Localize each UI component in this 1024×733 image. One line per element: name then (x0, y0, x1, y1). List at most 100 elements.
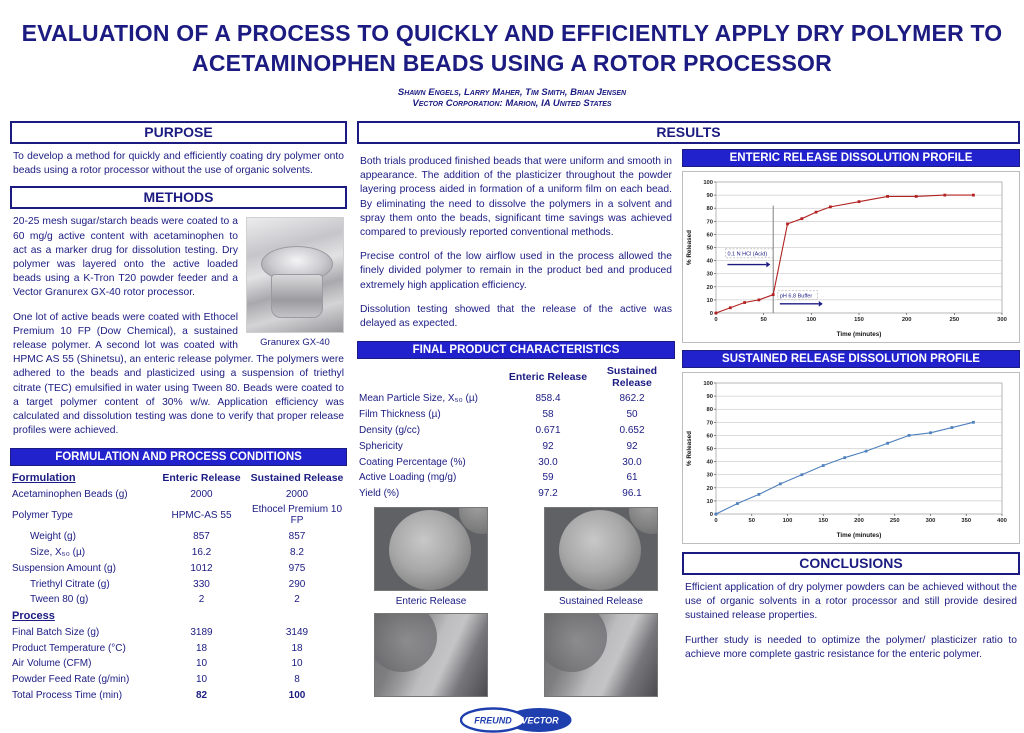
table-cell: 30.0 (538, 456, 558, 468)
sem-image-sustained-cross-section (544, 613, 658, 698)
table-cell: 975 (288, 562, 306, 574)
granurex-machine-photo (246, 217, 344, 334)
svg-text:40: 40 (707, 460, 713, 466)
svg-text:pH 6.8 Buffer: pH 6.8 Buffer (780, 293, 812, 299)
table-cell: 2000 (285, 488, 309, 500)
methods-header: METHODS (10, 186, 347, 210)
svg-text:0: 0 (710, 311, 713, 317)
table-cell: 857 (193, 531, 210, 543)
table-cell: 8 (294, 674, 300, 686)
results-paragraph-2: Precise control of the low airflow used … (360, 251, 672, 291)
poster-title-line2: ACETAMINOPHEN BEADS USING A ROTOR PROCES… (192, 50, 832, 77)
svg-text:40: 40 (707, 259, 713, 265)
sem-image-enteric-cross-section (374, 613, 488, 698)
conclusions-paragraph-2: Further study is needed to optimize the … (685, 634, 1017, 660)
svg-text:300: 300 (997, 317, 1007, 323)
svg-text:250: 250 (949, 317, 959, 323)
svg-text:90: 90 (707, 394, 713, 400)
methods-paragraph-2: One lot of active beads were coated with… (13, 311, 344, 437)
table-row: Active Loading (mg/g) 59 61 (357, 470, 675, 486)
table-row-label: Final Batch Size (g) (12, 626, 100, 638)
left-column: PURPOSE To develop a method for quickly … (10, 121, 347, 703)
table-column-header: Formulation (12, 471, 76, 484)
svg-text:60: 60 (707, 232, 713, 238)
table-column-header: Sustained Release (606, 364, 658, 389)
affiliation: Vector Corporation: Marion, IA United St… (412, 97, 612, 109)
svg-text:20: 20 (707, 285, 713, 291)
table-cell: 8.2 (290, 546, 304, 558)
table-cell: 2000 (190, 488, 213, 500)
enteric-dissolution-chart: 0 10 20 30 40 50 60 70 80 90 100 0 50 100 150 200 250 300… (686, 180, 1007, 338)
table-row: Tween 80 (g) 2 2 (10, 592, 347, 608)
logo-wrap: FREUND VECTOR (357, 707, 675, 733)
logo-text-freund: FREUND (474, 716, 512, 726)
middle-column: Both trials produced finished beads that… (357, 149, 675, 733)
table-row: Size, X₅₀ (µ) 16.2 8.2 (10, 545, 347, 561)
svg-text:60: 60 (707, 433, 713, 439)
svg-text:100: 100 (806, 317, 816, 323)
table-row: Mean Particle Size, X₅₀ (µ) 858.4 862.2 (357, 391, 675, 407)
right-column: ENTERIC RELEASE DISSOLUTION PROFILE 0 10 2… (682, 149, 1020, 733)
svg-text:150: 150 (818, 518, 828, 524)
svg-text:200: 200 (902, 317, 912, 323)
table-cell: 10 (291, 658, 303, 670)
svg-text:90: 90 (707, 193, 713, 199)
table-row: Triethyl Citrate (g) 330 290 (10, 576, 347, 592)
results-paragraph-1: Both trials produced finished beads that… (360, 156, 672, 239)
sem-label-sustained: Sustained Release (559, 596, 643, 608)
svg-text:0: 0 (710, 512, 713, 518)
svg-text:80: 80 (707, 407, 713, 413)
table-cell: 61 (626, 472, 638, 484)
table-cell: 18 (195, 642, 208, 654)
svg-text:50: 50 (707, 447, 713, 453)
table-row-label: Triethyl Citrate (g) (30, 578, 110, 590)
svg-text:250: 250 (890, 518, 900, 524)
authors: Shawn Engels, Larry Maher, Tim Smith, Br… (397, 86, 627, 98)
main-area: RESULTS Both trials produced finished be… (357, 121, 1020, 733)
svg-text:% Released: % Released (686, 230, 693, 265)
sem-row-cross-sections (357, 613, 675, 698)
table-cell: 10 (195, 674, 208, 686)
table-row-label: Yield (%) (359, 488, 400, 500)
table-cell: 330 (193, 578, 210, 590)
sem-label-enteric: Enteric Release (395, 596, 467, 608)
svg-text:150: 150 (854, 317, 864, 323)
formulation-table-header: FORMULATION AND PROCESS CONDITIONS (10, 448, 347, 467)
svg-text:400: 400 (997, 518, 1007, 524)
table-cell: 3189 (190, 626, 213, 638)
table-row-label: Total Process Time (min) (12, 690, 123, 701)
table-row-label: Sphericity (359, 440, 403, 452)
table-cell: 862.2 (619, 393, 645, 405)
table-cell: 82 (195, 690, 208, 701)
methods-text: Granurex GX-40 20-25 mesh sugar/starch b… (13, 215, 344, 438)
poster-header: EVALUATION OF A PROCESS TO QUICKLY AND E… (0, 0, 1024, 109)
sem-image-sustained-bead (544, 507, 658, 592)
table-row: Process (10, 608, 347, 625)
svg-text:30: 30 (707, 473, 713, 479)
table-column-header: Enteric Release (508, 370, 588, 383)
table-cell: 3149 (285, 626, 309, 638)
svg-text:20: 20 (707, 486, 713, 492)
conclusions-text: Efficient application of dry polymer pow… (685, 581, 1017, 662)
table-cell: 857 (288, 531, 306, 543)
table-row: Final Batch Size (g) 3189 3149 (10, 624, 347, 640)
table-row-label: Air Volume (CFM) (12, 658, 92, 670)
conclusions-header: CONCLUSIONS (682, 552, 1020, 575)
table-row: Coating Percentage (%) 30.0 30.0 (357, 454, 675, 470)
table-row: Suspension Amount (g) 1012 975 (10, 560, 347, 576)
table-cell: 16.2 (191, 546, 212, 558)
svg-text:% Released: % Released (686, 431, 693, 466)
svg-text:0: 0 (714, 317, 717, 323)
table-cell: 100 (288, 690, 306, 701)
table-row: Air Volume (CFM) 10 10 (10, 656, 347, 672)
svg-text:300: 300 (926, 518, 936, 524)
table-row-label: Mean Particle Size, X₅₀ (µ) (359, 393, 478, 405)
table-cell: 10 (195, 658, 208, 670)
sustained-chart-panel: 0 10 20 30 40 50 60 70 80 90 100 0 50 100 150 200 250 300… (682, 372, 1020, 544)
table-row-label: Density (g/cc) (359, 424, 421, 436)
table-row-label: Powder Feed Rate (g/min) (12, 674, 130, 686)
table-row: Enteric Release Sustained Release (357, 362, 675, 391)
table-row: Acetaminophen Beads (g) 2000 2000 (10, 486, 347, 502)
table-row-label: Film Thickness (µ) (359, 409, 441, 421)
